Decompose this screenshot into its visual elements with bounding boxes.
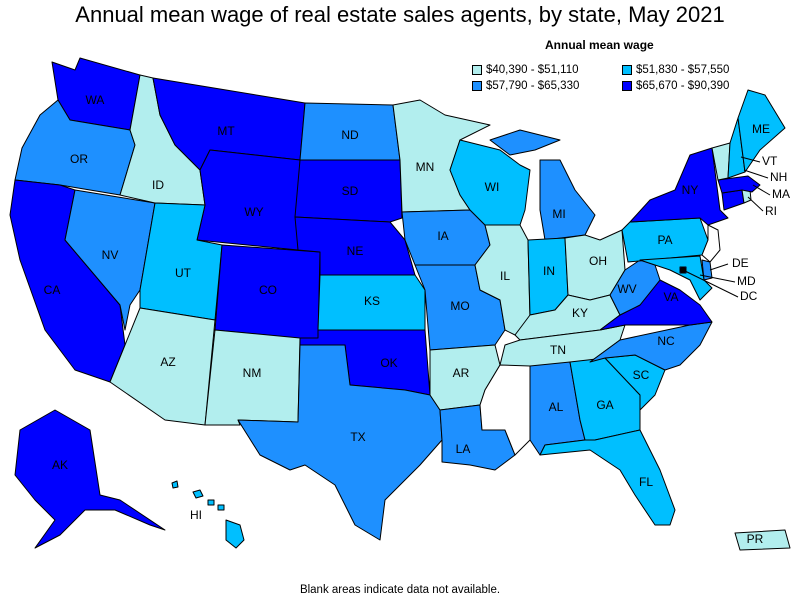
legend-item-class-3: $57,790 - $65,330 [472, 80, 579, 92]
legend-swatch [622, 81, 632, 91]
state-label-nh: NH [770, 170, 787, 184]
state-ma[interactable] [717, 175, 761, 194]
legend-swatch [472, 81, 482, 91]
legend-title: Annual mean wage [545, 38, 654, 52]
state-label-wi: WI [485, 180, 500, 194]
state-label-in: IN [543, 264, 555, 278]
state-label-tn: TN [550, 343, 566, 357]
state-fl[interactable] [539, 429, 676, 526]
state-pr[interactable] [734, 529, 791, 551]
state-label-wy: WY [244, 205, 263, 219]
state-tx[interactable] [237, 344, 443, 541]
state-hi[interactable] [171, 480, 245, 549]
legend-item-class-1: $40,390 - $51,110 [472, 64, 579, 76]
state-label-sc: SC [633, 368, 650, 382]
state-label-ks: KS [364, 294, 380, 308]
leader-de [709, 263, 729, 271]
state-il[interactable] [474, 224, 531, 336]
state-label-oh: OH [589, 254, 607, 268]
state-wy[interactable] [196, 149, 301, 251]
state-ny[interactable] [629, 147, 729, 226]
state-label-ne: NE [347, 244, 364, 258]
dc-marker [680, 267, 686, 273]
state-label-ri: RI [765, 204, 777, 218]
state-label-va: VA [663, 290, 678, 304]
state-md[interactable] [639, 255, 713, 301]
state-label-fl: FL [639, 475, 653, 489]
leader-nh [743, 169, 769, 179]
state-az[interactable] [109, 307, 216, 426]
legend-item-class-4: $65,670 - $90,390 [622, 80, 729, 92]
state-label-hi: HI [190, 508, 202, 522]
leader-ma [752, 184, 771, 196]
state-label-ut: UT [175, 266, 192, 280]
state-label-ia: IA [437, 229, 448, 243]
state-label-mo: MO [450, 299, 469, 313]
state-label-md: MD [737, 274, 756, 288]
state-label-dc: DC [740, 289, 758, 303]
state-label-ar: AR [453, 366, 470, 380]
legend-label: $51,830 - $57,550 [636, 64, 730, 76]
state-wv[interactable] [609, 259, 661, 316]
state-label-az: AZ [160, 355, 175, 369]
state-sd[interactable] [294, 159, 403, 223]
legend-swatch [472, 65, 482, 75]
state-label-or: OR [70, 152, 88, 166]
state-label-vt: VT [762, 154, 778, 168]
state-label-ma: MA [772, 187, 790, 201]
footnote: Blank areas indicate data not available. [299, 584, 501, 596]
state-label-nv: NV [102, 248, 119, 262]
state-me[interactable] [737, 89, 786, 173]
legend-item-class-2: $51,830 - $57,550 [622, 64, 729, 76]
leader-ri [747, 196, 764, 212]
state-label-mi: MI [552, 207, 565, 221]
state-label-de: DE [732, 256, 749, 270]
state-label-ny: NY [682, 183, 699, 197]
state-label-ca: CA [44, 283, 61, 297]
state-label-mn: MN [416, 160, 435, 174]
leader-vt [740, 156, 761, 163]
state-label-ok: OK [380, 356, 397, 370]
state-label-il: IL [500, 269, 510, 283]
state-label-id: ID [152, 178, 164, 192]
state-label-ky: KY [572, 306, 588, 320]
state-label-la: LA [456, 442, 471, 456]
state-label-wa: WA [86, 93, 105, 107]
leader-md [699, 274, 736, 283]
legend-swatch [622, 65, 632, 75]
state-label-sd: SD [342, 184, 359, 198]
legend-label: $65,670 - $90,390 [636, 80, 730, 92]
state-label-nd: ND [341, 128, 359, 142]
state-mi[interactable] [489, 129, 596, 241]
state-label-mt: MT [217, 124, 235, 138]
legend-label: $40,390 - $51,110 [486, 64, 579, 76]
legend-label: $57,790 - $65,330 [486, 80, 580, 92]
state-label-me: ME [752, 122, 770, 136]
state-ks[interactable] [317, 274, 426, 331]
state-label-al: AL [549, 400, 564, 414]
state-ak[interactable] [14, 409, 166, 549]
state-label-nc: NC [657, 334, 675, 348]
state-label-wv: WV [617, 282, 636, 296]
state-label-co: CO [259, 283, 277, 297]
state-label-tx: TX [350, 430, 365, 444]
state-label-ak: AK [52, 458, 68, 472]
state-label-nm: NM [243, 366, 262, 380]
state-label-pa: PA [657, 233, 672, 247]
leader-dc [682, 269, 739, 298]
chart-title: Annual mean wage of real estate sales ag… [75, 2, 725, 27]
state-nc[interactable] [589, 321, 713, 371]
state-label-ga: GA [596, 398, 613, 412]
state-label-pr: PR [747, 532, 764, 546]
